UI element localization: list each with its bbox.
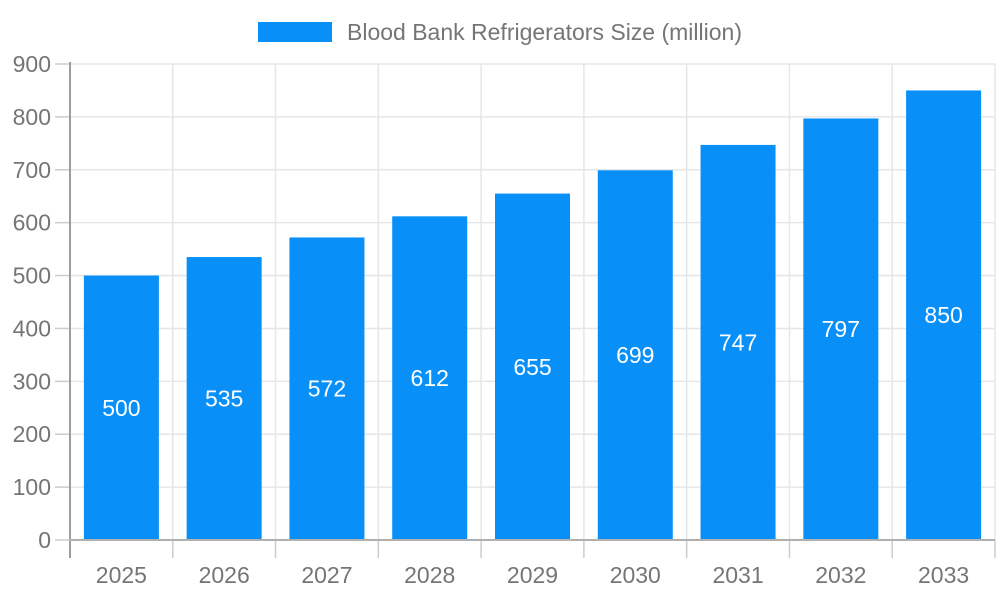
bar [495, 193, 570, 541]
bar-value-label: 500 [102, 395, 140, 421]
y-tick-label: 400 [13, 315, 51, 341]
y-tick-label: 900 [13, 51, 51, 77]
x-tick-label: 2033 [918, 562, 969, 588]
y-tick-label: 300 [13, 368, 51, 394]
bar [803, 118, 879, 540]
bar [392, 216, 468, 540]
bar [289, 237, 365, 540]
bar [906, 90, 982, 540]
x-tick-label: 2026 [199, 562, 250, 588]
x-tick-label: 2028 [404, 562, 455, 588]
y-tick-label: 500 [13, 263, 51, 289]
y-tick-label: 100 [13, 474, 51, 500]
x-tick-label: 2025 [96, 562, 147, 588]
x-tick-label: 2032 [815, 562, 866, 588]
y-tick-label: 0 [38, 527, 51, 553]
bar [700, 144, 776, 541]
x-tick-label: 2031 [712, 562, 763, 588]
bar-value-label: 655 [513, 354, 551, 380]
y-tick-label: 700 [13, 157, 51, 183]
legend: Blood Bank Refrigerators Size (million) [0, 20, 1000, 44]
y-tick-label: 600 [13, 210, 51, 236]
x-tick-label: 2027 [301, 562, 352, 588]
bar [186, 257, 262, 540]
x-tick-label: 2029 [507, 562, 558, 588]
y-tick-label: 200 [13, 421, 51, 447]
bar-value-label: 535 [205, 386, 243, 412]
y-tick-label: 800 [13, 104, 51, 130]
bar-value-label: 699 [616, 342, 654, 368]
bar-value-label: 747 [719, 329, 757, 355]
bar [83, 275, 159, 540]
bar-value-label: 572 [308, 376, 346, 402]
legend-swatch-icon [258, 22, 332, 42]
bar-value-label: 612 [411, 365, 449, 391]
legend-label: Blood Bank Refrigerators Size (million) [347, 19, 742, 45]
x-tick-label: 2030 [610, 562, 661, 588]
bar-value-label: 797 [822, 316, 860, 342]
bar [597, 170, 673, 540]
bar-value-label: 850 [924, 302, 962, 328]
